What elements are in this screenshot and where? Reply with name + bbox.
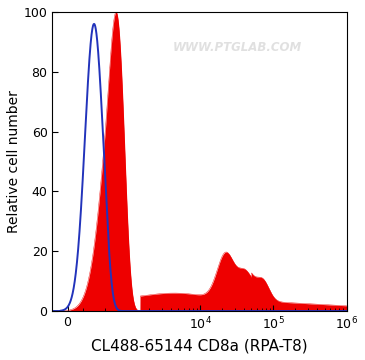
Text: WWW.PTGLAB.COM: WWW.PTGLAB.COM (173, 41, 302, 54)
X-axis label: CL488-65144 CD8a (RPA-T8): CL488-65144 CD8a (RPA-T8) (91, 338, 308, 353)
Y-axis label: Relative cell number: Relative cell number (7, 90, 21, 233)
